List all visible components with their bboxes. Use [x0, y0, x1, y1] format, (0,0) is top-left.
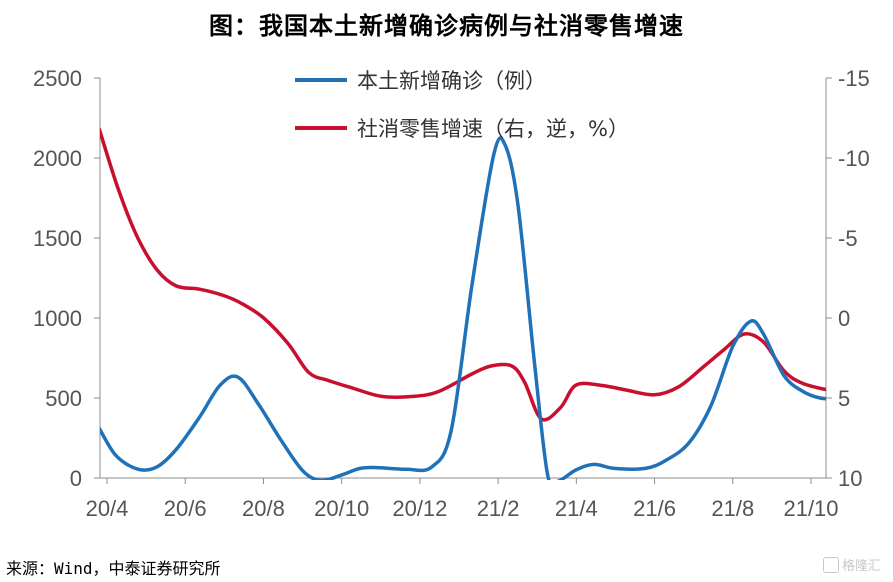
left-axis-tick-label: 2500 — [33, 66, 82, 91]
series-layer — [100, 127, 826, 480]
x-axis-tick-label: 21/8 — [711, 496, 754, 521]
right-axis-tick-label: -5 — [838, 226, 858, 251]
left-axis-tick-label: 0 — [70, 466, 82, 491]
chart-title: 图：我国本土新增确诊病例与社消零售增速 — [209, 11, 684, 40]
left-axis-tick-label: 500 — [45, 386, 82, 411]
x-axis-tick-label: 21/6 — [633, 496, 676, 521]
right-axis-tick-label: -15 — [838, 66, 870, 91]
x-axis-tick-label: 20/12 — [392, 496, 447, 521]
legend-label: 本土新增确诊（例） — [357, 69, 546, 93]
left-axis-tick-label: 1500 — [33, 226, 82, 251]
x-axis-tick-label: 20/10 — [314, 496, 369, 521]
x-axis-tick-label: 20/6 — [164, 496, 207, 521]
x-axis-tick-label: 20/8 — [242, 496, 285, 521]
right-axis-tick-label: 10 — [838, 466, 862, 491]
axes-layer: 0 500 1000 1500 2000 2500 -15 -10 -5 0 5 10 20/4 20/6… — [33, 66, 870, 521]
series-line-confirmed-cases — [100, 136, 826, 480]
right-axis-tick-label: -10 — [838, 146, 870, 171]
x-axis-tick-label: 21/2 — [477, 496, 520, 521]
right-axis-tick-label: 0 — [838, 306, 850, 331]
series-line-retail-sales — [100, 127, 826, 422]
watermark-logo-icon — [822, 557, 839, 573]
legend-label: 社消零售增速（右，逆，%） — [357, 117, 629, 141]
left-axis-tick-label: 1000 — [33, 306, 82, 331]
watermark-text: 格隆汇 — [841, 559, 881, 574]
legend: 本土新增确诊（例） 社消零售增速（右，逆，%） — [295, 69, 629, 141]
x-axis-tick-label: 21/4 — [555, 496, 598, 521]
right-axis-tick-label: 5 — [838, 386, 850, 411]
x-axis-tick-label: 20/4 — [86, 496, 129, 521]
watermark: 格隆汇 — [822, 555, 881, 574]
x-axis-tick-label: 21/10 — [783, 496, 838, 521]
left-axis-tick-label: 2000 — [33, 146, 82, 171]
source-note: 来源：Wind，中泰证券研究所 — [6, 559, 221, 578]
